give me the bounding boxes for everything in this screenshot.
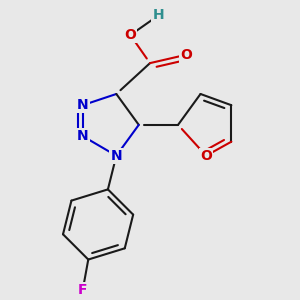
Text: N: N [77,129,88,143]
Text: O: O [181,48,192,62]
Text: O: O [200,149,212,163]
Text: N: N [77,98,88,112]
Text: F: F [78,284,87,297]
Text: O: O [124,28,136,42]
Text: N: N [110,149,122,163]
Text: H: H [153,8,164,22]
